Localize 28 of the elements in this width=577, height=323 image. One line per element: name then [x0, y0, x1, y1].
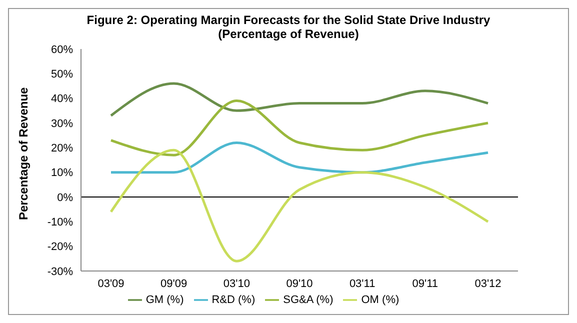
chart-subtitle: (Percentage of Revenue): [217, 27, 360, 41]
y-tick-label: 30%: [50, 118, 74, 130]
legend-label: SG&A (%): [283, 294, 334, 306]
x-tick-label: 03'12: [474, 278, 502, 290]
y-tick-label: 0%: [57, 192, 74, 204]
x-tick-label: 03'09: [98, 278, 124, 290]
x-tick-label: 09'11: [412, 278, 438, 290]
y-tick-label: -20%: [47, 241, 74, 254]
line-series: [110, 148, 490, 262]
line-series: [110, 82, 490, 117]
y-tick-label: -10%: [47, 216, 74, 229]
x-tick-label: 09'09: [160, 278, 188, 290]
y-axis-title: Percentage of Revenue: [16, 86, 30, 220]
y-tick-label: -30%: [47, 266, 74, 278]
y-tick-label: 60%: [50, 44, 74, 56]
y-tick-label: 50%: [50, 68, 74, 81]
legend-label: R&D (%): [212, 294, 256, 306]
y-tick-label: 40%: [50, 93, 74, 106]
y-tick-label: 10%: [50, 167, 74, 180]
y-tick-label: 20%: [50, 142, 74, 155]
line-series: [110, 141, 490, 174]
chart-title: Figure 2: Operating Margin Forecasts for the Solid State Drive Industry: [86, 13, 492, 27]
legend-label: OM (%): [361, 294, 400, 306]
x-tick-label: 03'10: [223, 278, 250, 290]
line-series: [110, 100, 490, 156]
legend-label: GM (%): [146, 294, 184, 306]
x-tick-label: 03'11: [349, 278, 376, 290]
x-tick-label: 09'10: [286, 278, 313, 290]
